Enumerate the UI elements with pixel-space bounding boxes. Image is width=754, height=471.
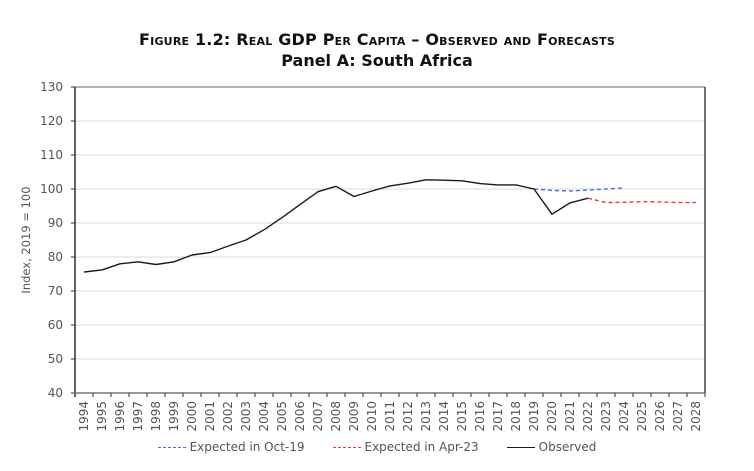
x-tick-label: 2011 (383, 401, 397, 432)
x-tick-label: 2021 (563, 401, 577, 432)
x-tick-labels: 1994 1995 1996 1997 1998 1999 2000 2001 2002 2003… (77, 401, 703, 432)
y-tick-label: 80 (48, 250, 63, 264)
legend-item: Expected in Oct-19 (157, 440, 305, 454)
legend-item: Observed (506, 440, 597, 454)
y-tick-labels: 40 50 60 70 80 90 100 110 120 130 (40, 80, 63, 400)
x-tick-label: 2024 (617, 401, 631, 432)
y-tick-label: 50 (48, 352, 63, 366)
legend-swatch (157, 446, 186, 448)
x-tick-label: 1995 (95, 401, 109, 432)
y-tick-label: 60 (48, 318, 63, 332)
x-tick-label: 2000 (185, 401, 199, 432)
x-tick-label: 2018 (509, 401, 523, 432)
x-tick-label: 2005 (275, 401, 289, 432)
x-tick-label: 1997 (131, 401, 145, 432)
x-tick-label: 2008 (329, 401, 343, 432)
y-tick-label: 110 (40, 148, 63, 162)
x-tick-label: 2012 (401, 401, 415, 432)
x-tick-label: 2015 (455, 401, 469, 432)
x-tick-label: 2027 (671, 401, 685, 432)
series-line-expected-in-apr-23 (587, 197, 696, 204)
chart-subtitle: Panel A: South Africa (281, 51, 473, 70)
x-tick-label: 2003 (239, 401, 253, 432)
axes (71, 86, 706, 397)
x-tick-label: 2006 (293, 401, 307, 432)
x-tick-label: 2013 (419, 401, 433, 432)
x-tick-label: 2004 (257, 401, 271, 432)
legend-label: Expected in Apr-23 (364, 440, 479, 454)
y-tick-label: 130 (40, 80, 63, 94)
x-tick-label: 2001 (203, 401, 217, 432)
x-tick-label: 2002 (221, 401, 235, 432)
x-tick-label: 2007 (311, 401, 325, 432)
y-tick-label: 70 (48, 284, 63, 298)
y-tick-label: 90 (48, 216, 63, 230)
x-tick-label: 2025 (635, 401, 649, 432)
x-tick-label: 2020 (545, 401, 559, 432)
x-tick-label: 2026 (653, 401, 667, 432)
legend-item: Expected in Apr-23 (332, 440, 479, 454)
x-tick-label: 2016 (473, 401, 487, 432)
series-lines (83, 179, 696, 273)
x-tick-label: 2009 (347, 401, 361, 432)
gridlines (75, 86, 705, 360)
series-line-expected-in-oct-19 (533, 187, 625, 192)
legend: Expected in Oct-19 Expected in Apr-23 Obse… (0, 440, 754, 454)
x-tick-label: 2019 (527, 401, 541, 432)
x-tick-label: 2022 (581, 401, 595, 432)
y-axis-label: Index, 2019 = 100 (19, 186, 33, 293)
x-tick-label: 1994 (77, 401, 91, 432)
x-tick-label: 2028 (689, 401, 703, 432)
legend-label: Observed (538, 440, 597, 454)
x-tick-label: 2010 (365, 401, 379, 432)
y-tick-label: 120 (40, 114, 63, 128)
legend-label: Expected in Oct-19 (189, 440, 305, 454)
x-tick-label: 1999 (167, 401, 181, 432)
legend-swatch (332, 446, 361, 448)
x-tick-label: 1996 (113, 401, 127, 432)
x-tick-label: 2017 (491, 401, 505, 432)
legend-swatch (506, 446, 535, 448)
y-tick-label: 40 (48, 386, 63, 400)
x-tick-label: 2023 (599, 401, 613, 432)
x-tick-label: 1998 (149, 401, 163, 432)
y-tick-label: 100 (40, 182, 63, 196)
chart-title: Figure 1.2: Real GDP Per Capita – Observ… (139, 30, 615, 49)
series-line-observed (83, 179, 589, 273)
x-tick-label: 2014 (437, 401, 451, 432)
